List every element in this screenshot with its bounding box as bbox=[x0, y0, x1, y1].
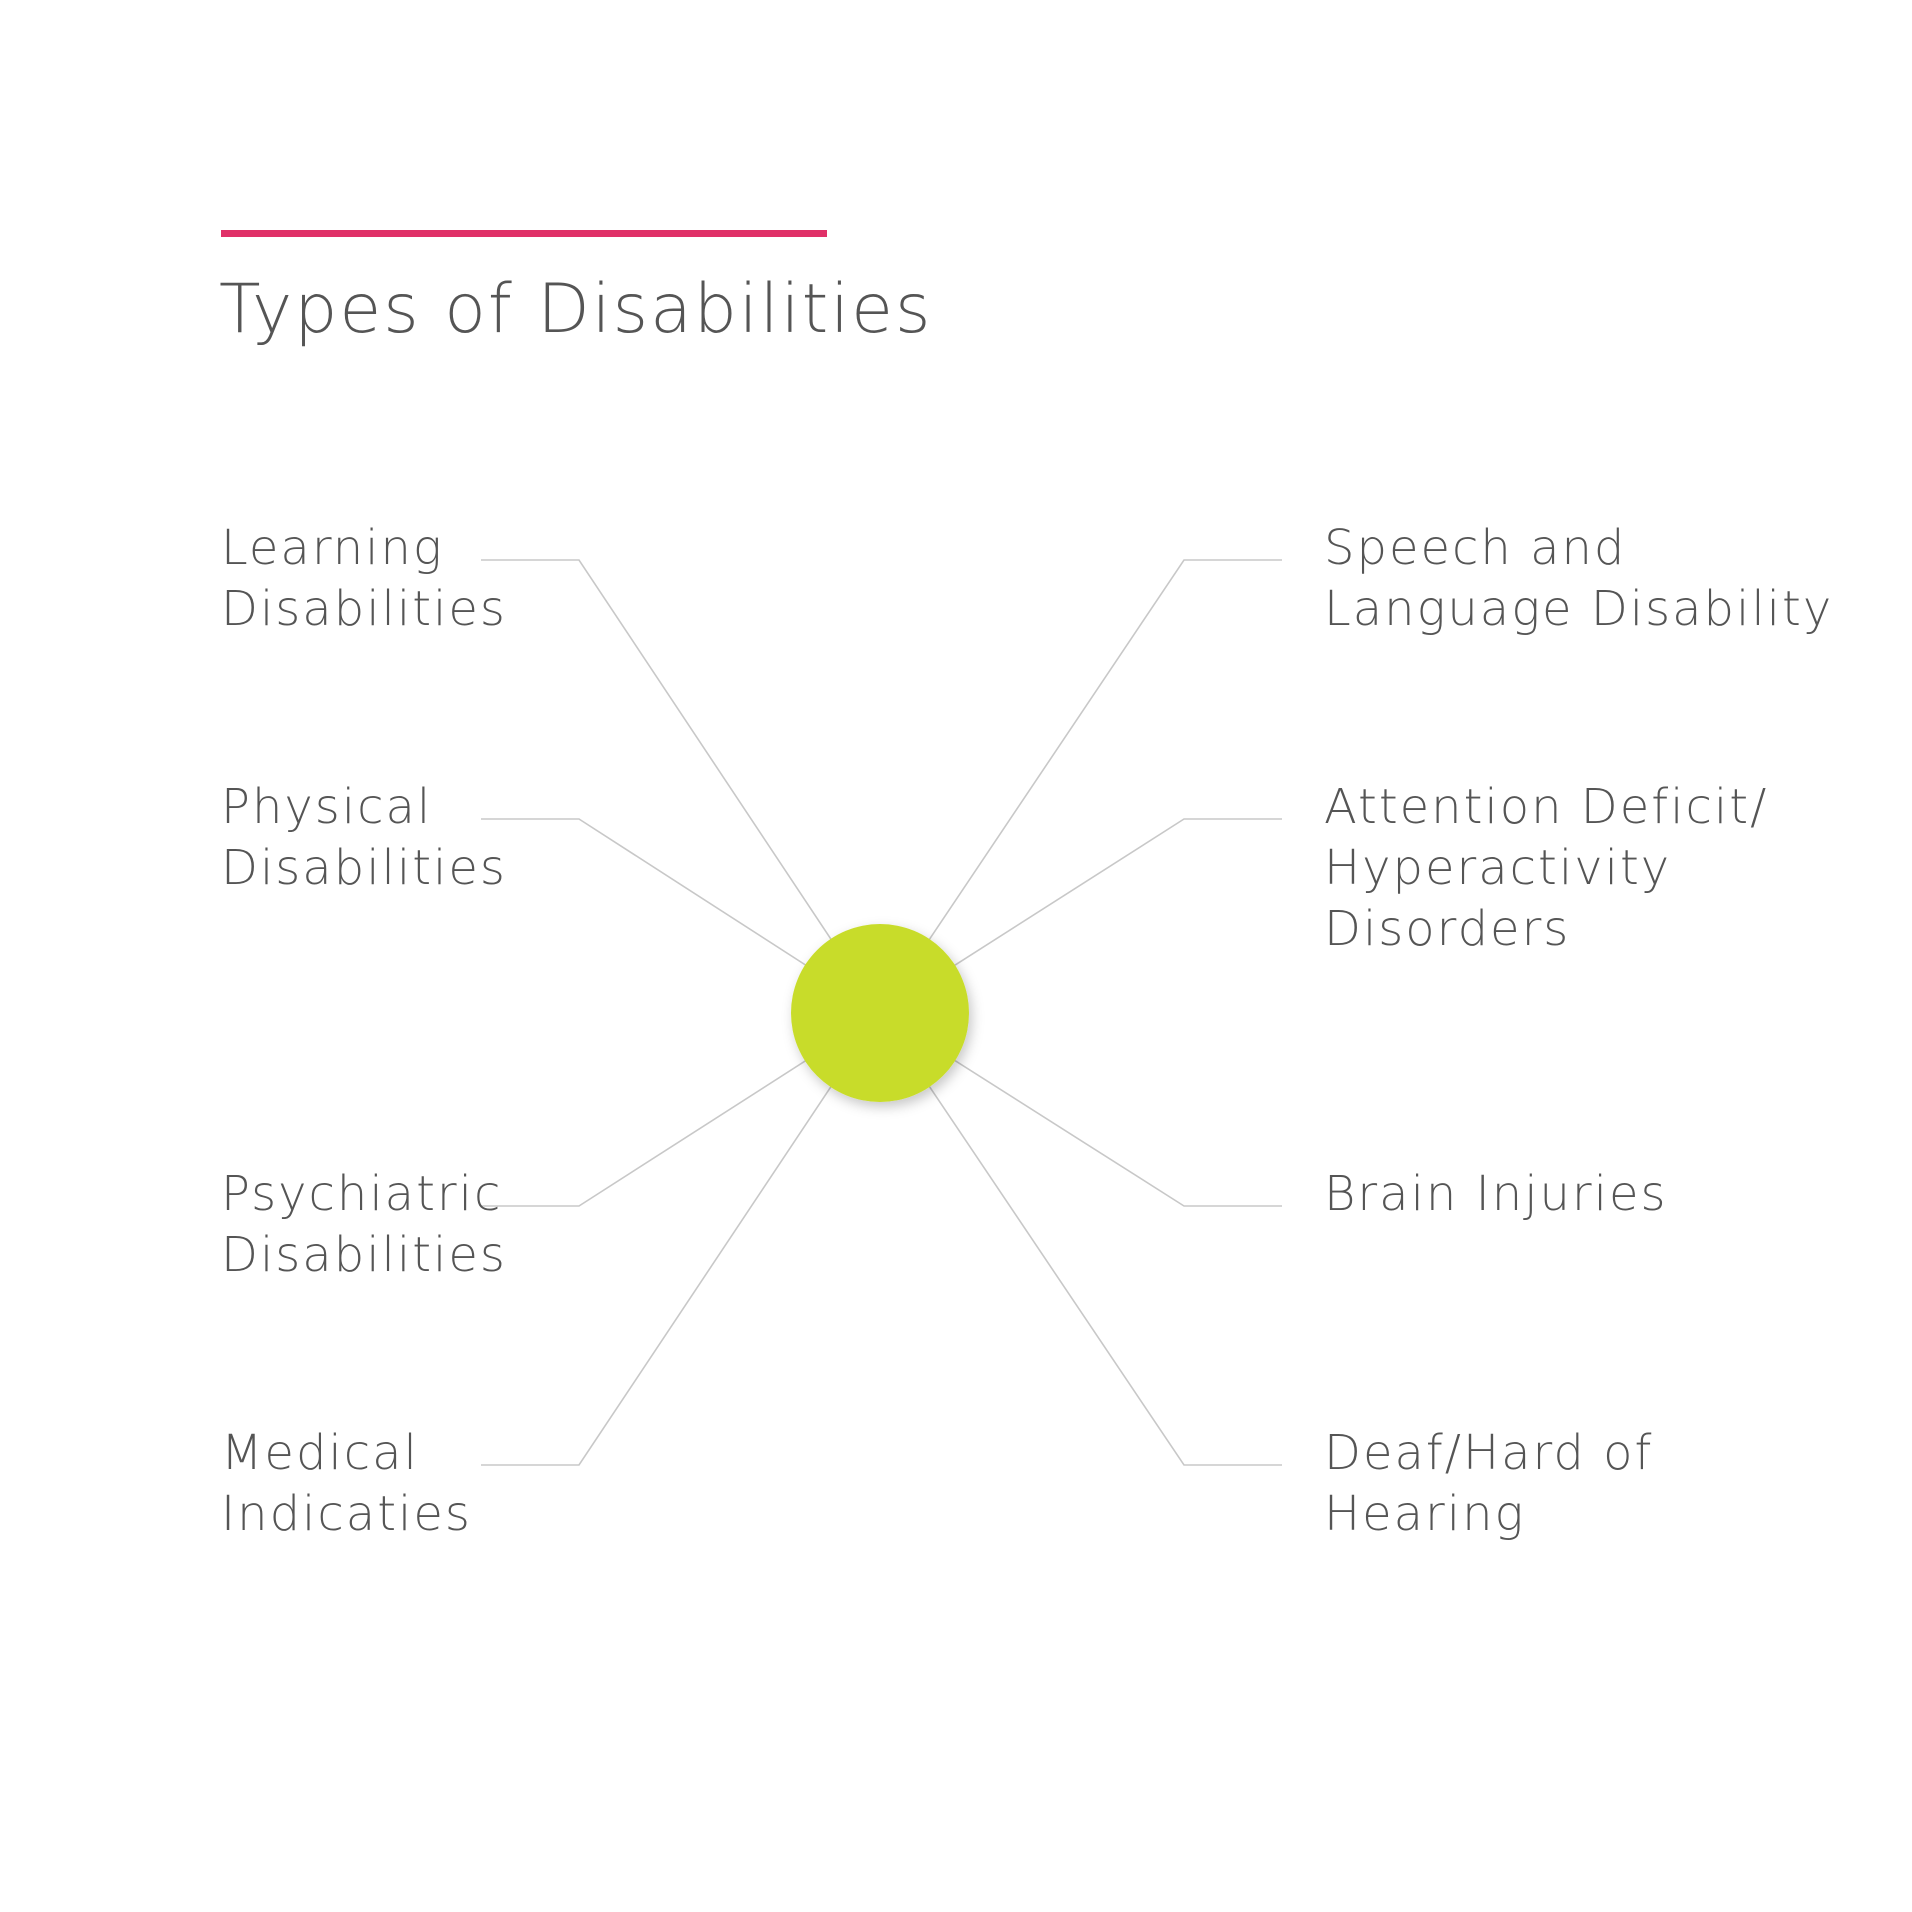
node-label-left-1: Learning Disabilities bbox=[221, 518, 507, 640]
center-node bbox=[791, 924, 969, 1102]
node-label-line: Speech and bbox=[1324, 520, 1627, 576]
node-label-line: Medical bbox=[221, 1425, 419, 1481]
connector-line-right-3 bbox=[879, 1012, 1282, 1207]
node-label-left-3: Psychiatric Disabilities bbox=[221, 1164, 507, 1286]
connector-line-right-1 bbox=[879, 559, 1282, 1014]
connector-line-left-3 bbox=[481, 1012, 881, 1207]
node-label-line: Deaf/Hard of bbox=[1324, 1425, 1654, 1481]
node-label-line: Brain Injuries bbox=[1324, 1166, 1668, 1222]
page-title: Types of Disabilities bbox=[219, 270, 933, 349]
connector-lines bbox=[481, 559, 1282, 1466]
node-label-line: Attention Deficit/ bbox=[1324, 779, 1769, 835]
node-label-line: Disabilities bbox=[221, 1227, 507, 1283]
title-accent-rule bbox=[221, 230, 827, 237]
node-label-line: Psychiatric bbox=[221, 1166, 503, 1222]
node-label-line: Hearing bbox=[1324, 1486, 1526, 1542]
connector-line-right-2 bbox=[879, 818, 1282, 1014]
node-label-right-2: Attention Deficit/Hyperactivity Disorders bbox=[1324, 777, 1768, 960]
node-label-line: Language Disability bbox=[1324, 581, 1834, 637]
node-label-right-1: Speech and Language Disability bbox=[1324, 518, 1833, 640]
node-label-line: Disorders bbox=[1324, 901, 1571, 957]
node-label-line: Indicaties bbox=[221, 1486, 472, 1542]
node-label-line: Hyperactivity bbox=[1324, 840, 1672, 896]
connector-line-left-2 bbox=[481, 818, 881, 1014]
node-label-line: Learning bbox=[221, 520, 444, 576]
connector-line-left-4 bbox=[481, 1012, 881, 1466]
node-label-left-4: Medical Indicaties bbox=[221, 1423, 472, 1545]
node-label-left-2: Physical Disabilities bbox=[221, 777, 507, 899]
node-label-right-4: Deaf/Hard of Hearing bbox=[1324, 1423, 1653, 1545]
node-label-line: Disabilities bbox=[221, 581, 507, 637]
node-label-line: Physical bbox=[221, 779, 433, 835]
node-label-line: Disabilities bbox=[221, 840, 507, 896]
node-label-right-3: Brain Injuries bbox=[1324, 1164, 1668, 1225]
connector-line-left-1 bbox=[481, 559, 881, 1014]
connector-line-right-4 bbox=[879, 1012, 1282, 1466]
